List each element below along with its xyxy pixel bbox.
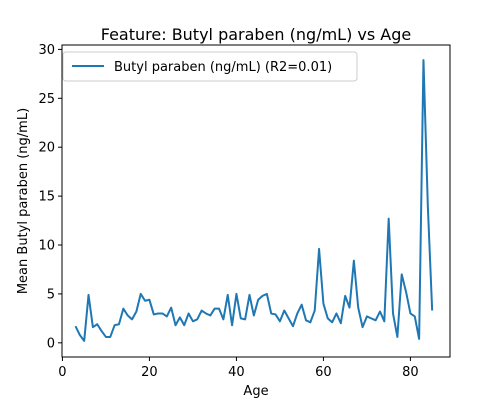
y-axis-label: Mean Butyl paraben (ng/mL) (16, 108, 31, 294)
x-axis-ticks: 0 20 40 60 80 (58, 357, 419, 380)
y-tick-label: 30 (38, 43, 55, 58)
x-tick-label: 0 (58, 365, 66, 380)
y-tick-label: 15 (38, 190, 55, 205)
axes-frame (61, 44, 451, 358)
x-tick-label: 60 (315, 365, 332, 380)
legend-box (62, 51, 358, 82)
series-line-0 (74, 59, 434, 342)
y-tick-label: 5 (47, 287, 55, 302)
legend: Butyl paraben (ng/mL) (R2=0.01) (62, 51, 358, 82)
y-tick-label: 10 (38, 239, 55, 254)
legend-label: Butyl paraben (ng/mL) (R2=0.01) (114, 60, 332, 75)
x-tick-label: 40 (228, 365, 245, 380)
y-axis-ticks: 0 5 10 15 20 25 30 (38, 43, 62, 351)
y-tick-label: 0 (47, 336, 55, 351)
plot-area (61, 44, 451, 358)
x-tick-label: 20 (141, 365, 158, 380)
y-tick-label: 25 (38, 92, 55, 107)
chart-title: Feature: Butyl paraben (ng/mL) vs Age (101, 25, 412, 44)
y-tick-label: 20 (38, 141, 55, 156)
x-axis-label: Age (243, 384, 268, 399)
x-tick-label: 80 (402, 365, 419, 380)
